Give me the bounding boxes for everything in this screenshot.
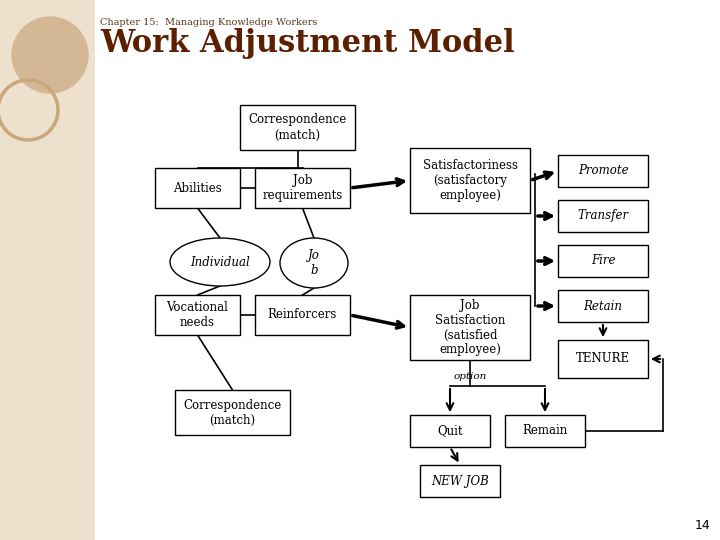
Text: Promote: Promote — [577, 165, 629, 178]
Bar — [410, 148, 530, 213]
Circle shape — [12, 17, 88, 93]
Text: Fire: Fire — [590, 254, 616, 267]
Text: Correspondence
(match): Correspondence (match) — [184, 399, 282, 427]
Text: Individual: Individual — [190, 255, 250, 268]
Bar — [255, 295, 350, 335]
Bar — [155, 295, 240, 335]
Text: Transfer: Transfer — [577, 210, 629, 222]
Text: Work Adjustment Model: Work Adjustment Model — [100, 28, 515, 59]
Bar — [95, 0, 720, 540]
Text: Chapter 15:  Managing Knowledge Workers: Chapter 15: Managing Knowledge Workers — [100, 18, 318, 27]
Text: 14: 14 — [694, 519, 710, 532]
Text: Retain: Retain — [583, 300, 623, 313]
Bar — [420, 465, 500, 497]
Bar — [410, 295, 530, 360]
Ellipse shape — [170, 238, 270, 286]
Text: option: option — [454, 372, 487, 381]
Bar — [175, 390, 290, 435]
Text: Quit: Quit — [437, 424, 463, 437]
Text: TENURE: TENURE — [576, 353, 630, 366]
Bar — [558, 200, 648, 232]
Bar — [240, 105, 355, 150]
Text: Reinforcers: Reinforcers — [268, 308, 337, 321]
Text: NEW JOB: NEW JOB — [431, 475, 489, 488]
Bar — [155, 168, 240, 208]
Text: Satisfactoriness
(satisfactory
employee): Satisfactoriness (satisfactory employee) — [423, 159, 518, 202]
Text: Abilities: Abilities — [173, 181, 222, 194]
Text: Job
requirements: Job requirements — [262, 174, 343, 202]
Bar — [255, 168, 350, 208]
Bar — [505, 415, 585, 447]
Text: Correspondence
(match): Correspondence (match) — [248, 113, 346, 141]
Bar — [558, 155, 648, 187]
Bar — [558, 290, 648, 322]
Ellipse shape — [280, 238, 348, 288]
Text: Jo
b: Jo b — [308, 249, 320, 277]
Text: Vocational
needs: Vocational needs — [166, 301, 228, 329]
Bar — [410, 415, 490, 447]
Text: Job
Satisfaction
(satisfied
employee): Job Satisfaction (satisfied employee) — [435, 299, 505, 356]
Bar — [558, 245, 648, 277]
Text: Remain: Remain — [523, 424, 567, 437]
Bar — [558, 340, 648, 378]
